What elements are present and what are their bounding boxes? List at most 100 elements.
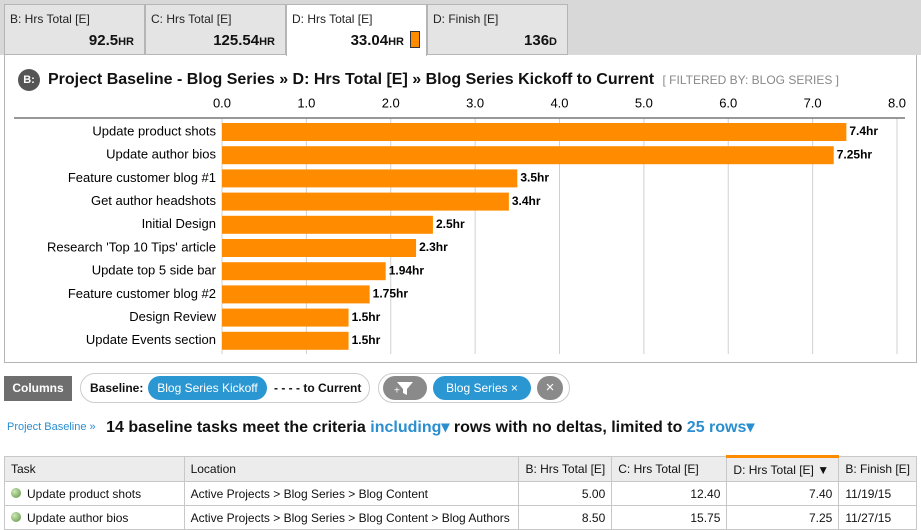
column-header[interactable]: C: Hrs Total [E] <box>611 456 728 482</box>
bar <box>222 169 518 188</box>
x-tick-label: 6.0 <box>719 95 737 110</box>
chart: 0.0 1.0 2.0 3.0 4.0 5.0 6.0 7.0 8.0 Update produc… <box>14 95 906 354</box>
tab-unit: HR <box>388 36 404 48</box>
value-label: 1.5hr <box>352 310 381 324</box>
chart-title: Project Baseline - Blog Series » D: Hrs … <box>48 71 655 88</box>
bar <box>222 262 386 281</box>
column-header[interactable]: B: Finish [E] <box>838 456 917 482</box>
x-tick-label: 2.0 <box>382 95 400 110</box>
tab[interactable]: C: Hrs Total [E] 125.54HR <box>145 4 286 55</box>
tab-value: 92.5 <box>88 32 119 49</box>
summary-option[interactable]: 25 rows▾ <box>686 419 755 436</box>
value-label: 1.75hr <box>373 287 409 301</box>
task-table: Task Location B: Hrs Total [E] C: Hrs To… <box>4 455 917 530</box>
x-tick-label: 0.0 <box>213 95 231 110</box>
table-row[interactable]: Update product shots Active Projects > B… <box>4 481 917 506</box>
value-label: 3.5hr <box>520 171 549 185</box>
y-tick-label: Update author bios <box>106 147 216 162</box>
column-header[interactable]: D: Hrs Total [E] ▼ <box>726 455 840 482</box>
filter-add-button[interactable]: + <box>383 376 427 400</box>
clear-filter-button[interactable]: × <box>537 376 563 400</box>
bar <box>222 239 417 257</box>
value-label: 2.5hr <box>436 217 465 231</box>
tab[interactable]: D: Finish [E] 136D <box>427 4 568 55</box>
cell: 5.00 <box>518 481 613 506</box>
status-icon <box>11 487 21 498</box>
cell: Update product shots <box>27 486 142 501</box>
tab[interactable]: D: Hrs Total [E] 33.04HR <box>286 4 427 56</box>
tab-value: 136 <box>524 32 550 49</box>
bar <box>222 192 509 211</box>
x-tick-label: 7.0 <box>804 95 822 110</box>
chart-subtitle: [ FILTERED BY: BLOG SERIES ] <box>662 73 840 87</box>
tab-value: 125.54 <box>213 32 260 49</box>
baseline-to: - - - - to Current <box>274 381 362 395</box>
y-tick-label: Update Events section <box>86 332 216 347</box>
header-row: Task Location B: Hrs Total [E] C: Hrs To… <box>4 455 917 482</box>
value-label: 7.4hr <box>849 124 878 138</box>
cell: Active Projects > Blog Series > Blog Con… <box>183 505 520 530</box>
bar <box>222 146 834 165</box>
table-row[interactable]: Update author bios Active Projects > Blo… <box>4 505 917 530</box>
value-label: 3.4hr <box>512 194 541 208</box>
color-swatch <box>410 31 420 48</box>
x-tick-label: 5.0 <box>635 95 653 110</box>
tab-label: D: Hrs Total [E] <box>292 12 373 26</box>
tab-value: 33.04 <box>350 32 389 49</box>
bar <box>222 215 433 234</box>
y-tick-label: Initial Design <box>142 216 216 231</box>
y-tick-label: Get author headshots <box>91 193 217 208</box>
cell: 8.50 <box>518 505 613 530</box>
x-tick-label: 4.0 <box>550 95 568 110</box>
x-tick-label: 8.0 <box>888 95 906 110</box>
value-label: 1.5hr <box>352 333 381 347</box>
tab-label: C: Hrs Total [E] <box>151 12 232 26</box>
chart-heading: Project Baseline - Blog Series » D: Hrs … <box>48 71 839 89</box>
cell: Active Projects > Blog Series > Blog Con… <box>183 481 520 506</box>
cell: Update author bios <box>27 510 129 525</box>
filter-pill[interactable]: Blog Series × <box>433 376 531 400</box>
value-label: 7.25hr <box>837 147 873 161</box>
cell: 12.40 <box>611 481 728 506</box>
filter-group: + Blog Series × × <box>378 373 570 403</box>
y-tick-label: Feature customer blog #1 <box>68 170 216 185</box>
y-tick-label: Design Review <box>129 309 216 324</box>
column-header[interactable]: Task <box>4 456 185 482</box>
baseline-label: Baseline: <box>90 381 144 395</box>
tab-unit: D <box>549 36 557 48</box>
summary-text: rows with no deltas, limited to <box>453 419 683 436</box>
column-header[interactable]: B: Hrs Total [E] <box>518 456 613 482</box>
cell: 7.25 <box>726 505 840 530</box>
column-header[interactable]: Location <box>183 456 520 482</box>
x-tick-label: 1.0 <box>297 95 315 110</box>
tab-label: B: Hrs Total [E] <box>10 12 90 26</box>
y-tick-label: Research 'Top 10 Tips' article <box>47 239 216 254</box>
summary-option[interactable]: including▾ <box>370 419 450 436</box>
tab-unit: HR <box>259 36 275 48</box>
y-tick-label: Feature customer blog #2 <box>68 286 216 301</box>
breadcrumb-link[interactable]: Project Baseline » <box>7 421 96 433</box>
y-tick-label: Update top 5 side bar <box>92 263 217 278</box>
tab[interactable]: B: Hrs Total [E] 92.5HR <box>4 4 145 55</box>
x-tick-label: 3.0 <box>466 95 484 110</box>
cell: 15.75 <box>611 505 728 530</box>
baseline-pill[interactable]: Blog Series Kickoff <box>148 376 267 400</box>
cell: 7.40 <box>726 481 840 506</box>
filter-icon: + <box>394 382 413 397</box>
summary-text: 14 baseline tasks meet the criteria <box>106 419 366 436</box>
bar <box>222 308 349 327</box>
tab-unit: HR <box>118 36 134 48</box>
baseline-group: Baseline: Blog Series Kickoff - - - - to… <box>80 373 370 403</box>
bar <box>222 285 370 304</box>
svg-text:+: + <box>394 386 400 397</box>
value-label: 2.3hr <box>419 240 448 254</box>
columns-button[interactable]: Columns <box>4 376 72 401</box>
summary: Project Baseline » 14 baseline tasks mee… <box>7 417 754 437</box>
tab-label: D: Finish [E] <box>433 12 499 26</box>
bar <box>222 123 847 141</box>
y-tick-label: Update product shots <box>92 123 216 138</box>
bar <box>222 331 349 350</box>
chart-panel <box>4 55 917 363</box>
status-icon <box>11 511 21 522</box>
